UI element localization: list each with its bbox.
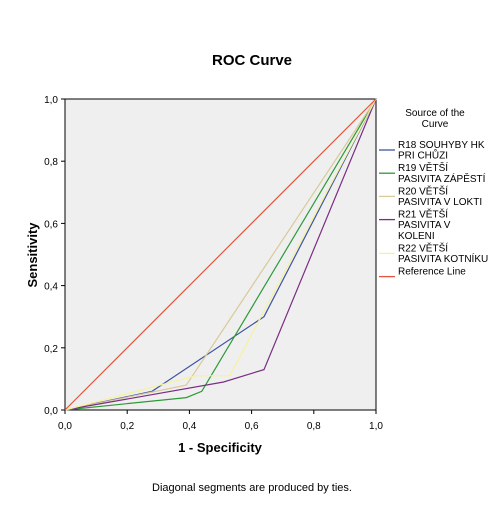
- x-tick-label: 1,0: [369, 421, 383, 432]
- y-tick-label: 0,6: [44, 219, 58, 230]
- legend-entry-label: R20 VĚTŠÍ PASIVITA V LOKTI: [398, 184, 482, 208]
- x-tick-label: 0,4: [182, 421, 196, 432]
- series-line-5: [64, 98, 377, 411]
- series-lines: [64, 98, 377, 411]
- legend-title: Source of the Curve: [405, 108, 465, 130]
- legend-entry-label: R21 VĚTŠÍ PASIVITA V KOLENI: [398, 208, 451, 242]
- x-tick-label: 0,8: [307, 421, 321, 432]
- x-axis-ticks: 0,0 0,2 0,4 0,6 0,8 1,0: [58, 410, 383, 432]
- legend-entry-label: Reference Line: [398, 267, 466, 278]
- x-axis-label: 1 - Specificity: [178, 440, 263, 455]
- y-tick-label: 0,2: [44, 344, 58, 355]
- y-tick-label: 0,0: [44, 406, 58, 417]
- x-tick-label: 0,0: [58, 421, 72, 432]
- chart-title: ROC Curve: [212, 52, 292, 69]
- series-line-1: [64, 98, 377, 411]
- y-axis-label: Sensitivity: [25, 222, 40, 288]
- series-line-2: [64, 98, 377, 411]
- y-tick-label: 1,0: [44, 95, 58, 106]
- y-tick-label: 0,8: [44, 157, 58, 168]
- legend: Source of the Curve R18 SOUHYBY HK PRI CHŮZ…: [379, 108, 488, 278]
- series-line-3: [64, 98, 377, 411]
- x-tick-label: 0,2: [120, 421, 134, 432]
- y-axis-ticks: 0,0 0,2 0,4 0,6 0,8 1,0: [44, 95, 65, 417]
- series-line-4: [64, 98, 377, 411]
- legend-entry-label: R19 VĚTŠÍ PASIVITA ZÁPĚSTÍ: [398, 161, 486, 185]
- x-tick-label: 0,6: [245, 421, 259, 432]
- y-tick-label: 0,4: [44, 282, 58, 293]
- footnote: Diagonal segments are produced by ties.: [152, 482, 352, 494]
- legend-entry-label: R18 SOUHYBY HK PRI CHŮZI: [398, 140, 485, 162]
- legend-entry-label: R22 VĚTŠÍ PASIVITA KOTNÍKU: [398, 241, 488, 265]
